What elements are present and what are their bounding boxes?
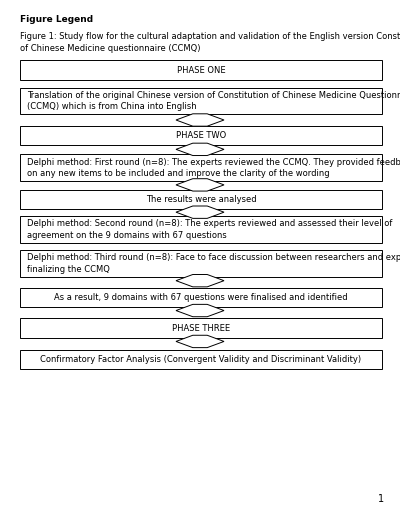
- Polygon shape: [176, 179, 224, 191]
- Bar: [20, 154, 382, 181]
- Text: Confirmatory Factor Analysis (Convergent Validity and Discriminant Validity): Confirmatory Factor Analysis (Convergent…: [40, 355, 362, 364]
- Polygon shape: [176, 143, 224, 156]
- Text: Delphi method: Second round (n=8): The experts reviewed and assessed their level: Delphi method: Second round (n=8): The e…: [27, 219, 392, 240]
- Text: As a result, 9 domains with 67 questions were finalised and identified: As a result, 9 domains with 67 questions…: [54, 293, 348, 302]
- Polygon shape: [176, 335, 224, 348]
- Text: Delphi method: Third round (n=8): Face to face discussion between researchers an: Delphi method: Third round (n=8): Face t…: [27, 253, 400, 274]
- Text: 1: 1: [378, 494, 384, 504]
- Bar: [20, 350, 382, 369]
- Polygon shape: [176, 114, 224, 126]
- Bar: [20, 88, 382, 114]
- Bar: [20, 288, 382, 307]
- Text: Figure Legend: Figure Legend: [20, 15, 93, 24]
- Text: PHASE TWO: PHASE TWO: [176, 131, 226, 140]
- Polygon shape: [176, 274, 224, 287]
- Bar: [20, 60, 382, 80]
- Polygon shape: [176, 304, 224, 317]
- Text: Translation of the original Chinese version of Constitution of Chinese Medicine : Translation of the original Chinese vers…: [27, 91, 400, 111]
- Bar: [20, 126, 382, 145]
- Text: The results were analysed: The results were analysed: [146, 195, 256, 204]
- Bar: [20, 216, 382, 243]
- Bar: [20, 318, 382, 338]
- Text: PHASE ONE: PHASE ONE: [177, 65, 225, 75]
- Text: Figure 1: Study flow for the cultural adaptation and validation of the English v: Figure 1: Study flow for the cultural ad…: [20, 32, 400, 53]
- Bar: [20, 190, 382, 209]
- Text: Delphi method: First round (n=8): The experts reviewed the CCMQ. They provided f: Delphi method: First round (n=8): The ex…: [27, 158, 400, 178]
- Bar: [20, 250, 382, 277]
- Polygon shape: [176, 206, 224, 218]
- Text: PHASE THREE: PHASE THREE: [172, 323, 230, 333]
